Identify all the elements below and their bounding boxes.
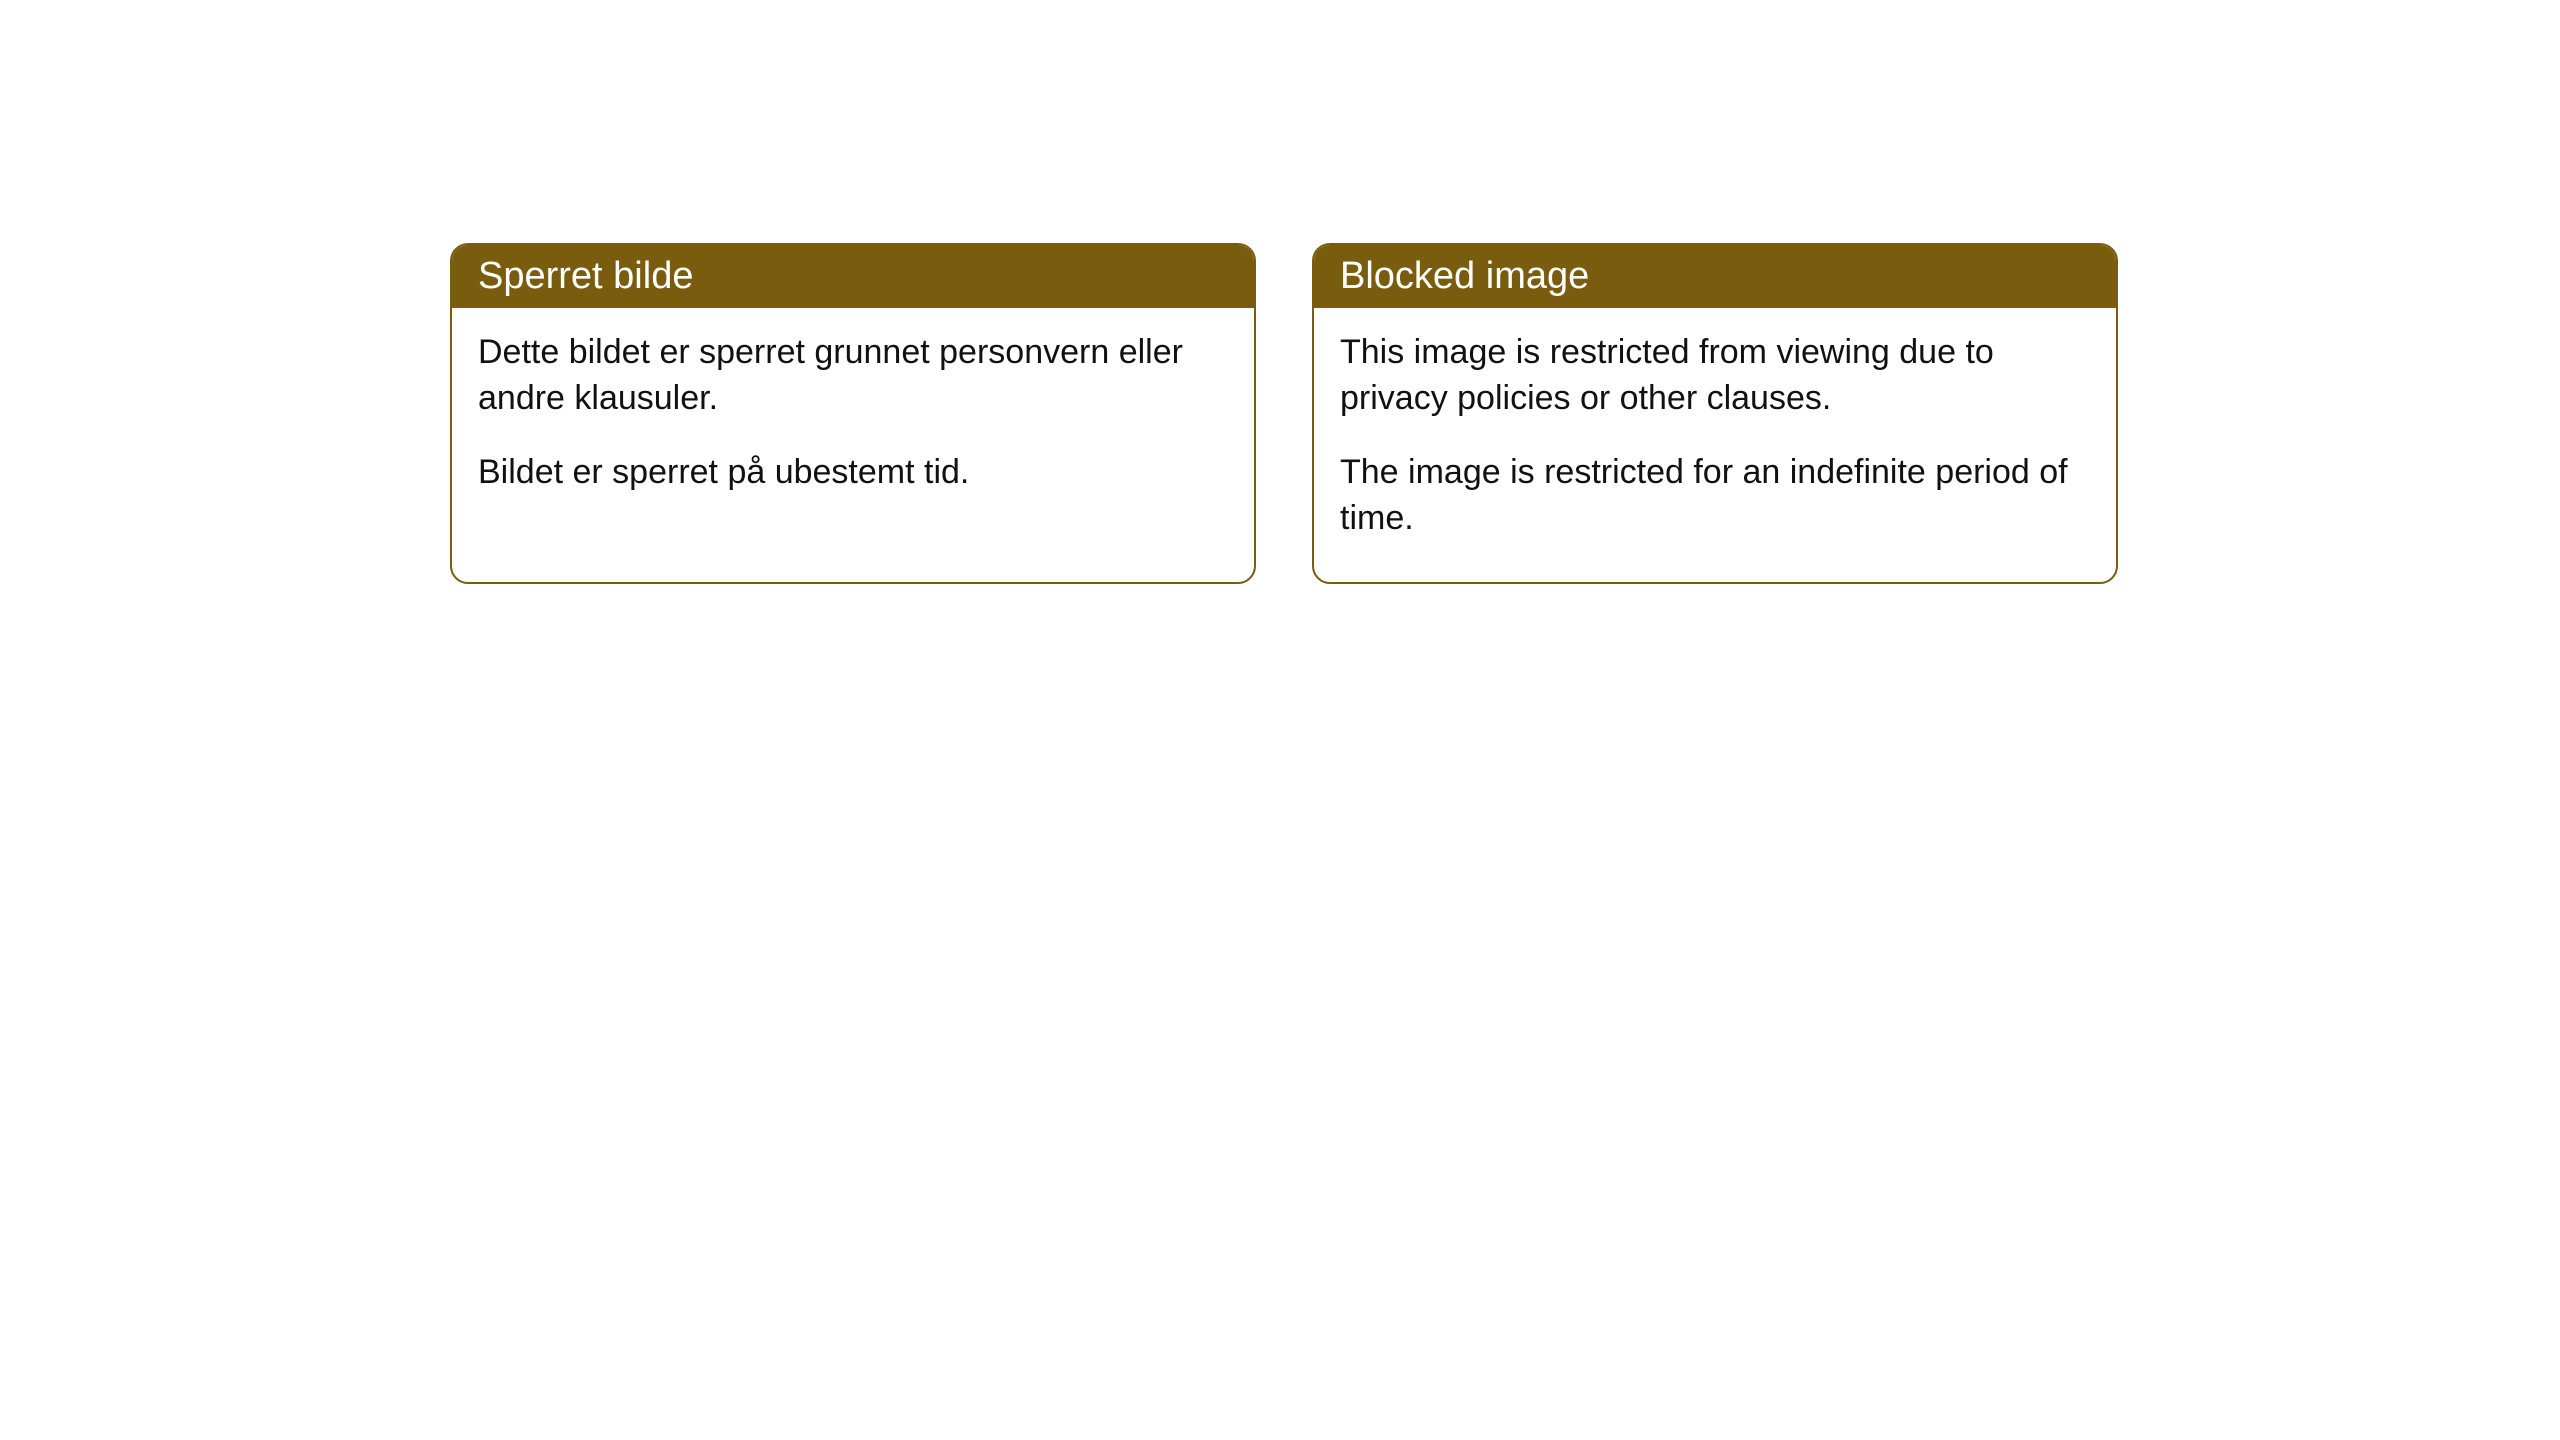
card-paragraph: Bildet er sperret på ubestemt tid. — [478, 450, 1228, 496]
notice-cards-container: Sperret bilde Dette bildet er sperret gr… — [0, 0, 2560, 584]
card-title: Sperret bilde — [478, 255, 693, 297]
card-header: Blocked image — [1314, 245, 2116, 308]
notice-card-english: Blocked image This image is restricted f… — [1312, 243, 2118, 584]
card-paragraph: The image is restricted for an indefinit… — [1340, 450, 2090, 542]
card-body: Dette bildet er sperret grunnet personve… — [452, 308, 1254, 536]
card-header: Sperret bilde — [452, 245, 1254, 308]
card-paragraph: Dette bildet er sperret grunnet personve… — [478, 330, 1228, 422]
card-title: Blocked image — [1340, 255, 1589, 297]
notice-card-norwegian: Sperret bilde Dette bildet er sperret gr… — [450, 243, 1256, 584]
card-body: This image is restricted from viewing du… — [1314, 308, 2116, 582]
card-paragraph: This image is restricted from viewing du… — [1340, 330, 2090, 422]
